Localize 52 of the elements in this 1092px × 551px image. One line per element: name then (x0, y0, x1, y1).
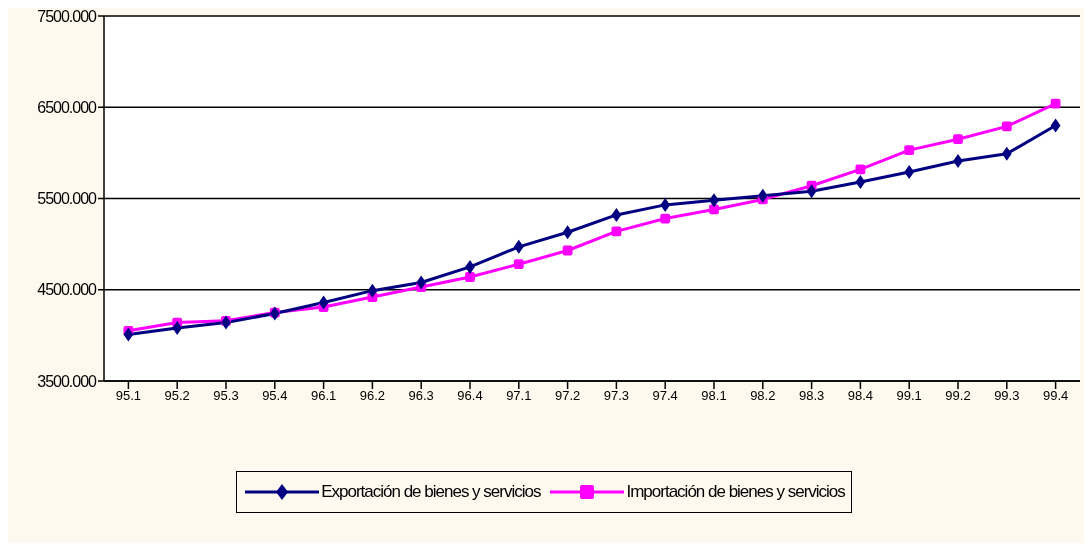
y-tick-label: 7500.000 (37, 7, 98, 25)
x-tick-label: 98.3 (798, 388, 825, 404)
x-tick-label: 96.4 (457, 388, 483, 404)
x-tick-label: 97.1 (506, 388, 532, 404)
point (806, 184, 817, 199)
point (611, 226, 622, 237)
x-tick-label: 95.2 (164, 388, 190, 404)
x-tick-label: 96.2 (359, 388, 386, 404)
x-tick-label: 95.1 (115, 388, 142, 404)
x-tick-label: 98.2 (750, 388, 776, 404)
point (1050, 98, 1061, 109)
x-tick-label: 95.4 (262, 388, 288, 404)
y-tick-label: 4500.000 (37, 281, 98, 299)
point (855, 175, 866, 190)
point (367, 283, 378, 298)
y-tick-label: 6500.000 (37, 98, 98, 116)
x-tick-label: 99.4 (1042, 388, 1069, 404)
point (465, 272, 475, 282)
x-tick-label: 99.1 (896, 388, 922, 404)
x-tick-label: 98.4 (847, 388, 874, 404)
point (172, 321, 183, 336)
point (1050, 118, 1061, 133)
x-tick-label: 97.4 (652, 388, 678, 404)
point (1001, 146, 1012, 161)
y-tick-label: 3500.000 (37, 372, 98, 390)
point (660, 197, 671, 212)
point (513, 259, 524, 270)
point (611, 207, 622, 222)
point (318, 295, 329, 310)
x-tick-label: 99.3 (994, 388, 1020, 404)
x-tick-label: 96.1 (310, 388, 337, 404)
y-tick-label: 5500.000 (37, 190, 98, 208)
legend-label: Importación de bienes y servicios (626, 482, 845, 502)
point (660, 213, 671, 224)
point (513, 239, 524, 254)
x-tick-label: 99.2 (945, 388, 971, 404)
point (904, 145, 915, 156)
point (904, 165, 915, 180)
x-tick-label: 97.3 (603, 388, 630, 404)
point (757, 188, 768, 203)
point (562, 245, 573, 256)
x-tick-label: 95.3 (213, 388, 239, 404)
point (562, 225, 573, 240)
point (416, 275, 427, 290)
x-tick-label: 96.3 (408, 388, 434, 404)
point (123, 327, 134, 342)
legend-label: Exportación de bienes y servicios (321, 482, 541, 502)
x-tick-label: 98.1 (701, 388, 727, 404)
point (855, 164, 866, 175)
point (1001, 121, 1012, 132)
point (953, 134, 963, 145)
x-tick-label: 97.2 (554, 388, 581, 404)
